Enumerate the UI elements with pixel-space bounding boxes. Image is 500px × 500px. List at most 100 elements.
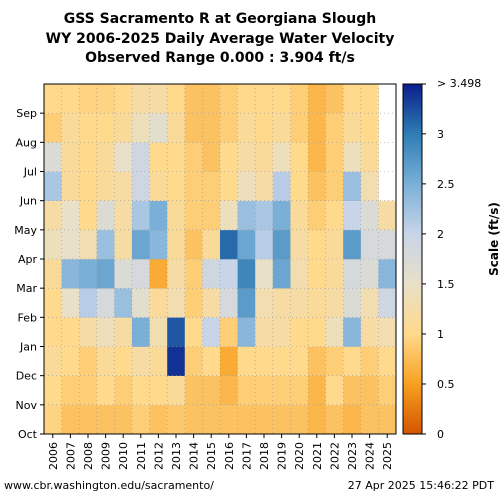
y-tick-label-nov: Nov	[16, 399, 38, 412]
colorbar: 0 0.5 1 1.5 2 2.5 3 > 3.498 Scale (ft/s)	[402, 77, 500, 441]
heatmap-cell-2012-jun	[149, 171, 168, 201]
heatmap-cell-2011-jun	[132, 171, 150, 201]
heatmap-cell-2011-nov	[132, 375, 150, 406]
heatmap-cell-2019-mar	[272, 259, 291, 289]
heatmap-cell-2016-apr	[220, 229, 238, 260]
heatmap-cell-2010-sep	[114, 84, 133, 114]
heatmap-cell-2010-may	[114, 200, 133, 231]
heatmap-cell-2008-nov	[79, 375, 98, 406]
heatmap-cell-2022-nov	[325, 375, 344, 406]
heatmap-cell-2022-feb	[325, 288, 344, 318]
heatmap-cell-2013-nov	[167, 375, 186, 406]
heatmap-cell-2008-dec	[79, 346, 98, 376]
heatmap-cell-2009-nov	[96, 375, 115, 406]
y-tick-label-aug: Aug	[16, 136, 37, 149]
heatmap-cell-2011-jan	[132, 317, 150, 347]
heatmap-cell-2006-mar	[44, 259, 62, 289]
heatmap-cell-2014-oct	[184, 404, 203, 435]
heatmap-cell-2006-jul	[44, 142, 62, 172]
y-tick-label-mar: Mar	[16, 282, 37, 295]
heatmap-cell-2019-oct	[272, 404, 291, 435]
heatmap-cell-2011-mar	[132, 259, 150, 289]
heatmap-cell-2025-feb	[378, 288, 397, 318]
heatmap-cell-2022-may	[325, 200, 344, 231]
heatmap-cell-2019-jan	[272, 317, 291, 347]
heatmap-cell-2015-jun	[202, 171, 221, 201]
heatmap-cell-2022-mar	[325, 259, 344, 289]
heatmap-cell-2017-oct	[237, 404, 256, 435]
heatmap-cell-2009-sep	[96, 84, 115, 114]
heatmap-cell-2012-feb	[149, 288, 168, 318]
heatmap-cell-2015-aug	[202, 113, 221, 143]
heatmap-cell-2011-apr	[132, 229, 150, 260]
colorbar-tick-label: 1	[437, 328, 444, 341]
heatmap-cell-2010-nov	[114, 375, 133, 406]
heatmap-cell-2007-aug	[61, 113, 80, 143]
y-axis: Oct Nov Dec Jan Feb Mar Apr May Jun Jul Aug Sep	[14, 107, 44, 441]
heatmap-cell-2006-nov	[44, 375, 62, 406]
heatmap-cell-2008-mar	[79, 259, 98, 289]
heatmap-cell-2009-aug	[96, 113, 115, 143]
heatmap-cell-2012-dec	[149, 346, 168, 376]
heatmap-cell-2013-apr	[167, 229, 186, 260]
heatmap-cell-2019-aug	[272, 113, 291, 143]
heatmap-cell-2007-nov	[61, 375, 80, 406]
heatmap-cell-2018-dec	[255, 346, 274, 376]
heatmap-cell-2012-may	[149, 200, 168, 231]
colorbar-tick-label: 2.5	[437, 178, 455, 191]
y-tick-label-jun: Jun	[19, 195, 37, 208]
heatmap-cell-2025-dec	[378, 346, 397, 376]
heatmap-cell-2020-oct	[290, 404, 309, 435]
x-tick-label-2017: 2017	[240, 442, 253, 470]
heatmap-cell-2015-mar	[202, 259, 221, 289]
heatmap-cell-2023-jan	[343, 317, 362, 347]
heatmap-cell-2010-dec	[114, 346, 133, 376]
heatmap-cell-2022-apr	[325, 229, 344, 260]
heatmap-cell-2017-sep	[237, 84, 256, 114]
y-tick-label-oct: Oct	[18, 428, 38, 441]
heatmap-cell-2011-jul	[132, 142, 150, 172]
heatmap-cell-2012-sep	[149, 84, 168, 114]
heatmap-cell-2008-apr	[79, 229, 98, 260]
heatmap-cell-2021-apr	[308, 229, 326, 260]
heatmap-cell-2016-jan	[220, 317, 238, 347]
heatmap-cell-2021-sep	[308, 84, 326, 114]
heatmap-cell-2016-nov	[220, 375, 238, 406]
heatmap-cell-2023-jul	[343, 142, 362, 172]
heatmap-cell-2018-jun	[255, 171, 274, 201]
heatmap-cell-2016-dec	[220, 346, 238, 376]
heatmap-cell-2013-jun	[167, 171, 186, 201]
x-tick-label-2022: 2022	[328, 442, 341, 470]
heatmap-cell-2012-mar	[149, 259, 168, 289]
heatmap-cell-2013-mar	[167, 259, 186, 289]
heatmap-cell-2015-jan	[202, 317, 221, 347]
chart-title-line-2: WY 2006-2025 Daily Average Water Velocit…	[45, 31, 395, 47]
heatmap-cells	[44, 84, 397, 435]
heatmap-cell-2015-may	[202, 200, 221, 231]
heatmap-cell-2020-nov	[290, 375, 309, 406]
footer-timestamp: 27 Apr 2025 15:46:22 PDT	[347, 479, 494, 492]
x-tick-label-2024: 2024	[364, 442, 377, 470]
heatmap-cell-2017-may	[237, 200, 256, 231]
heatmap-cell-2022-oct	[325, 404, 344, 435]
heatmap-cell-2006-feb	[44, 288, 62, 318]
heatmap-cell-2024-oct	[360, 404, 379, 435]
colorbar-top-label: > 3.498	[437, 77, 481, 90]
chart-title-line-3: Observed Range 0.000 : 3.904 ft/s	[85, 50, 355, 66]
heatmap-cell-2014-nov	[184, 375, 203, 406]
heatmap-cell-2011-feb	[132, 288, 150, 318]
heatmap-cell-2015-jul	[202, 142, 221, 172]
colorbar-label: Scale (ft/s)	[487, 202, 500, 276]
heatmap-cell-2024-feb	[360, 288, 379, 318]
heatmap-cell-2017-jun	[237, 171, 256, 201]
y-tick-label-feb: Feb	[18, 311, 37, 324]
heatmap-cell-2007-jan	[61, 317, 80, 347]
heatmap-cell-2024-jan	[360, 317, 379, 347]
heatmap-cell-2016-feb	[220, 288, 238, 318]
heatmap-cell-2013-dec	[167, 346, 186, 376]
heatmap-cell-2017-aug	[237, 113, 256, 143]
heatmap-cell-2019-jul	[272, 142, 291, 172]
x-tick-label-2023: 2023	[346, 442, 359, 470]
heatmap-cell-2013-sep	[167, 84, 186, 114]
